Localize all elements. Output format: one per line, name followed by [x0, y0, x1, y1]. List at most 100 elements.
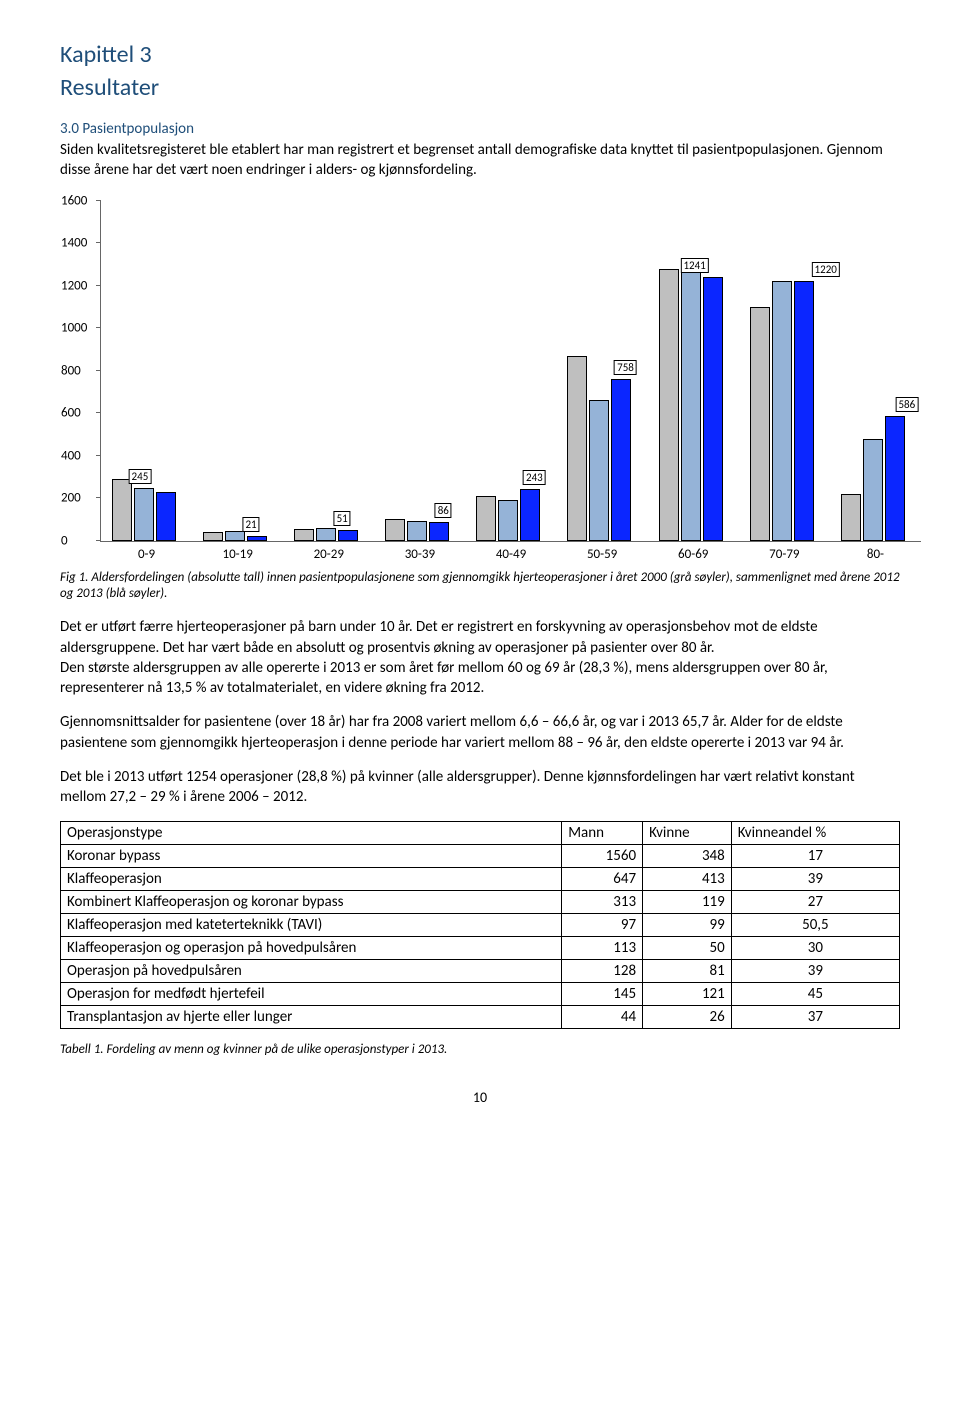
- x-axis-label: 40-49: [496, 547, 526, 562]
- y-axis-label: 1200: [61, 278, 87, 293]
- table-cell: 119: [643, 891, 732, 914]
- page-number: 10: [60, 1089, 900, 1106]
- chart-bar: [794, 281, 814, 540]
- table-row: Operasjon på hovedpulsåren1288139: [61, 960, 900, 983]
- age-distribution-chart: 020040060080010001200140016000-910-1920-…: [100, 201, 921, 542]
- bar-group: [476, 489, 540, 541]
- chart-bar: [681, 258, 701, 541]
- table-cell: 45: [731, 983, 899, 1006]
- table-row: Klaffeoperasjon64741339: [61, 868, 900, 891]
- bar-group: [385, 519, 449, 540]
- table-cell: Transplantasjon av hjerte eller lunger: [61, 1006, 562, 1029]
- x-axis-label: 30-39: [405, 547, 435, 562]
- table-row: Kombinert Klaffeoperasjon og koronar byp…: [61, 891, 900, 914]
- x-axis-label: 20-29: [314, 547, 344, 562]
- chapter-title: Kapittel 3: [60, 40, 900, 69]
- bar-group: [750, 281, 814, 540]
- table-row: Klaffeoperasjon med kateterteknikk (TAVI…: [61, 914, 900, 937]
- bar-value-label: 21: [242, 517, 259, 532]
- table-row: Koronar bypass156034817: [61, 845, 900, 868]
- figure-caption: Fig 1. Aldersfordelingen (absolutte tall…: [60, 570, 900, 604]
- chart-bar: [338, 530, 358, 541]
- y-axis-label: 1400: [61, 236, 87, 251]
- table-cell: 17: [731, 845, 899, 868]
- x-axis-label: 0-9: [138, 547, 155, 562]
- chart-bar: [885, 416, 905, 541]
- chart-bar: [156, 492, 176, 541]
- table-cell: 27: [731, 891, 899, 914]
- table-cell: 113: [562, 937, 643, 960]
- table-cell: 145: [562, 983, 643, 1006]
- bar-group: [841, 416, 905, 541]
- chart-bar: [134, 488, 154, 540]
- table-cell: 37: [731, 1006, 899, 1029]
- bar-group: [203, 531, 267, 541]
- chart-bar: [772, 281, 792, 540]
- table-cell: 413: [643, 868, 732, 891]
- chart-bar: [112, 479, 132, 541]
- table-cell: 121: [643, 983, 732, 1006]
- y-axis-label: 400: [61, 448, 81, 463]
- table-cell: Operasjon på hovedpulsåren: [61, 960, 562, 983]
- chart-bar: [703, 277, 723, 541]
- table-cell: 647: [562, 868, 643, 891]
- bar-value-label: 51: [334, 511, 351, 526]
- table-cell: Klaffeoperasjon og operasjon på hovedpul…: [61, 937, 562, 960]
- y-axis-label: 600: [61, 406, 81, 421]
- table-cell: 44: [562, 1006, 643, 1029]
- chart-bar: [476, 496, 496, 541]
- chart-bar: [429, 522, 449, 540]
- table-cell: 348: [643, 845, 732, 868]
- table-cell: 39: [731, 868, 899, 891]
- bar-group: [659, 258, 723, 541]
- chart-bar: [498, 500, 518, 540]
- bar-value-label: 243: [523, 470, 546, 485]
- chapter-subtitle: Resultater: [60, 73, 900, 102]
- table-header: Mann: [562, 822, 643, 845]
- x-axis-label: 80-: [867, 547, 884, 562]
- chart-bar: [316, 528, 336, 541]
- chart-bar: [750, 307, 770, 541]
- y-axis-label: 0: [61, 533, 68, 548]
- bar-value-label: 1241: [680, 258, 708, 273]
- bar-group: [112, 479, 176, 541]
- table-cell: Klaffeoperasjon med kateterteknikk (TAVI…: [61, 914, 562, 937]
- chart-bar: [385, 519, 405, 540]
- chart-bar: [589, 400, 609, 540]
- table-cell: 30: [731, 937, 899, 960]
- table-cell: Operasjon for medfødt hjertefeil: [61, 983, 562, 1006]
- bar-value-label: 86: [435, 503, 452, 518]
- y-axis-label: 1600: [61, 193, 87, 208]
- chart-bar: [294, 529, 314, 541]
- chart-bar: [659, 269, 679, 541]
- chart-bar: [863, 439, 883, 541]
- body-paragraph: Det er utført færre hjerteoperasjoner på…: [60, 617, 900, 698]
- table-header: Kvinneandel %: [731, 822, 899, 845]
- table-cell: 81: [643, 960, 732, 983]
- table-cell: Kombinert Klaffeoperasjon og koronar byp…: [61, 891, 562, 914]
- chart-bar: [611, 379, 631, 540]
- bar-value-label: 245: [129, 469, 152, 484]
- body-paragraph: Det ble i 2013 utført 1254 operasjoner (…: [60, 767, 900, 808]
- table-caption: Tabell 1. Fordeling av menn og kvinner p…: [60, 1041, 900, 1059]
- y-axis-label: 1000: [61, 321, 87, 336]
- bar-value-label: 1220: [812, 262, 840, 277]
- chart-bar: [567, 356, 587, 541]
- table-cell: 50,5: [731, 914, 899, 937]
- table-cell: 1560: [562, 845, 643, 868]
- section-header: 3.0 Pasientpopulasjon: [60, 120, 900, 138]
- chart-bar: [203, 532, 223, 541]
- table-row: Operasjon for medfødt hjertefeil14512145: [61, 983, 900, 1006]
- table-cell: 128: [562, 960, 643, 983]
- bar-group: [567, 356, 631, 541]
- bar-value-label: 758: [614, 360, 637, 375]
- y-axis-label: 800: [61, 363, 81, 378]
- chart-bar: [407, 521, 427, 540]
- y-axis-label: 200: [61, 491, 81, 506]
- table-cell: 99: [643, 914, 732, 937]
- table-cell: 50: [643, 937, 732, 960]
- table-header: Kvinne: [643, 822, 732, 845]
- chart-bar: [225, 531, 245, 541]
- table-cell: Koronar bypass: [61, 845, 562, 868]
- table-row: Klaffeoperasjon og operasjon på hovedpul…: [61, 937, 900, 960]
